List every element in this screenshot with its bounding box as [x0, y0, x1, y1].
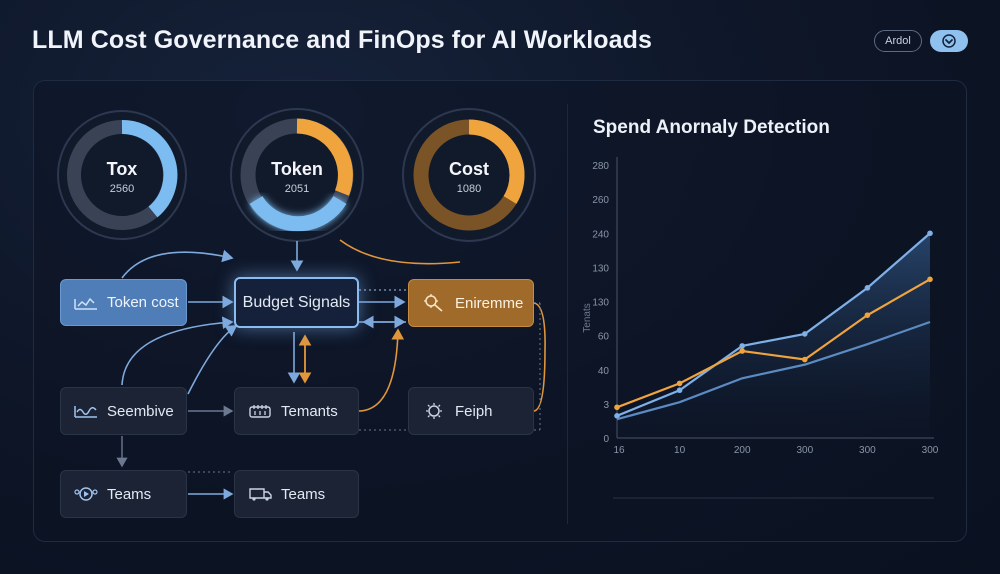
- gauge-token-label: Token 2051: [237, 159, 357, 195]
- teams-left-label: Teams: [107, 485, 152, 503]
- toggle-button[interactable]: [930, 30, 968, 52]
- enrichment-node[interactable]: Eniremme: [408, 279, 534, 327]
- sembive-label: Seembive: [107, 402, 174, 420]
- gauge-cost-title: Cost: [449, 159, 489, 179]
- gauge-tox-label: Tox 2560: [62, 159, 182, 195]
- team-play-icon: [73, 484, 99, 504]
- wave-chart-icon: [73, 401, 99, 421]
- gauge-tox-title: Tox: [106, 159, 138, 179]
- teams-left-node[interactable]: Teams: [60, 470, 187, 518]
- server-rack-icon: [247, 401, 273, 421]
- gauge-token-value: 2051: [284, 183, 310, 195]
- teams-right-node[interactable]: Teams: [234, 470, 359, 518]
- truck-icon: [247, 484, 273, 504]
- feiph-node[interactable]: Feiph: [408, 387, 534, 435]
- tenants-label: Temants: [281, 402, 338, 420]
- tenants-node[interactable]: Temants: [234, 387, 359, 435]
- sembive-node[interactable]: Seembive: [60, 387, 187, 435]
- budget-signals-node[interactable]: Budget Signals: [234, 277, 359, 328]
- teams-right-label: Teams: [281, 485, 326, 503]
- gauge-cost-value: 1080: [456, 183, 482, 195]
- chart-title: Spend Anornaly Detection: [593, 117, 830, 138]
- panel-divider: [567, 104, 568, 524]
- budget-signals-label: Budget Signals: [242, 293, 351, 311]
- chart-icon: [73, 293, 99, 313]
- feiph-label: Feiph: [455, 402, 493, 420]
- chevron-down-icon: [942, 34, 956, 48]
- settings-icon: [421, 401, 447, 421]
- gauge-tox-value: 2560: [109, 183, 135, 195]
- page-title: LLM Cost Governance and FinOps for AI Wo…: [32, 26, 653, 54]
- token-cost-label: Token cost: [107, 294, 179, 311]
- account-pill[interactable]: Ardol: [874, 30, 922, 52]
- enrichment-label: Eniremme: [455, 294, 524, 312]
- gauge-token-title: Token: [271, 159, 323, 179]
- token-cost-node[interactable]: Token cost: [60, 279, 187, 326]
- gauge-cost-label: Cost 1080: [409, 159, 529, 195]
- gear-search-icon: [421, 293, 447, 313]
